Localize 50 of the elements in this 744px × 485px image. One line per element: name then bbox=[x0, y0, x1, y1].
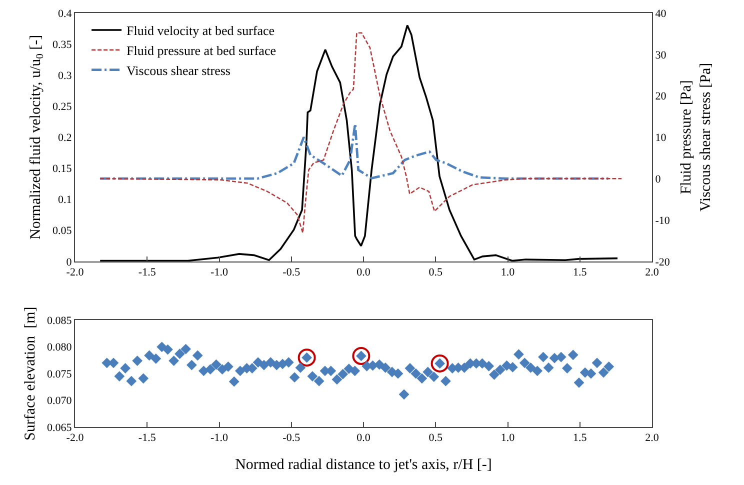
y-tick-label: 0.085 bbox=[47, 315, 72, 328]
y-tick-label: 0.05 bbox=[52, 225, 72, 238]
y2-axis-title: Fluid pressure [Pa] Viscous shear stress [Pa] bbox=[678, 62, 714, 212]
x-axis-title: Normed radial distance to jet's axis, r/H [-] bbox=[235, 457, 492, 474]
x-tick-label: -2.0 bbox=[66, 266, 84, 279]
y2-tick-label: 20 bbox=[655, 90, 667, 103]
point bbox=[352, 346, 370, 365]
y-tick-label: 0.065 bbox=[47, 422, 72, 434]
y-tick-label: 0.4 bbox=[58, 8, 72, 20]
x-tick-label: 2.0 bbox=[645, 432, 660, 444]
x-tick-label: 0.5 bbox=[428, 432, 444, 444]
x-tick-label: -1.0 bbox=[210, 432, 228, 444]
y-tick-label: 0.35 bbox=[52, 38, 72, 51]
x-tick-label: -1.0 bbox=[210, 266, 228, 279]
x-tick-label: 1.5 bbox=[573, 432, 588, 444]
y-axis-title: Surface elevation [m] bbox=[22, 306, 38, 440]
y2-tick-label: 10 bbox=[655, 132, 667, 144]
y-tick-label: 0.075 bbox=[47, 368, 72, 380]
line-series bbox=[98, 122, 610, 180]
y2-tick-label: 40 bbox=[655, 8, 667, 20]
point bbox=[298, 348, 316, 367]
y2-tick-label: 30 bbox=[655, 49, 667, 62]
y-tick-label: 0 bbox=[66, 256, 72, 268]
x-tick-label: 1.0 bbox=[500, 266, 516, 279]
x-tick-label: 1.5 bbox=[573, 266, 588, 279]
y-tick-label: 0.3 bbox=[58, 70, 72, 82]
x-tick-label: 0.0 bbox=[356, 266, 371, 279]
x-tick-label: -1.5 bbox=[138, 432, 156, 444]
x-tick-label: 2.0 bbox=[645, 266, 660, 279]
y-tick-label: 0.1 bbox=[58, 194, 72, 206]
legend-label: Fluid velocity at bed surface bbox=[126, 23, 275, 38]
legend-label: Viscous shear stress bbox=[126, 62, 230, 78]
x-tick-label: -1.5 bbox=[138, 266, 156, 279]
x-tick-label: -0.5 bbox=[282, 432, 301, 444]
y2-tick-label: -10 bbox=[655, 214, 670, 227]
y2-tick-label: -20 bbox=[655, 256, 670, 268]
x-tick-label: -0.5 bbox=[282, 266, 301, 279]
y-tick-label: 0.2 bbox=[58, 132, 72, 144]
y-tick-label: 0.080 bbox=[47, 342, 72, 354]
y2-tick-label: 0 bbox=[655, 173, 662, 186]
point bbox=[430, 354, 449, 372]
legend-label: Fluid pressure at bed surface bbox=[126, 42, 276, 58]
line-series bbox=[99, 24, 618, 262]
x-tick-label: 1.0 bbox=[500, 432, 516, 444]
y-tick-label: 0.25 bbox=[52, 101, 72, 113]
y-tick-label: 0.070 bbox=[47, 395, 72, 408]
x-tick-label: 0.0 bbox=[356, 432, 371, 444]
y-tick-label: 0.15 bbox=[52, 163, 72, 176]
x-tick-label: -2.0 bbox=[66, 432, 84, 444]
x-tick-label: 0.5 bbox=[428, 266, 444, 279]
